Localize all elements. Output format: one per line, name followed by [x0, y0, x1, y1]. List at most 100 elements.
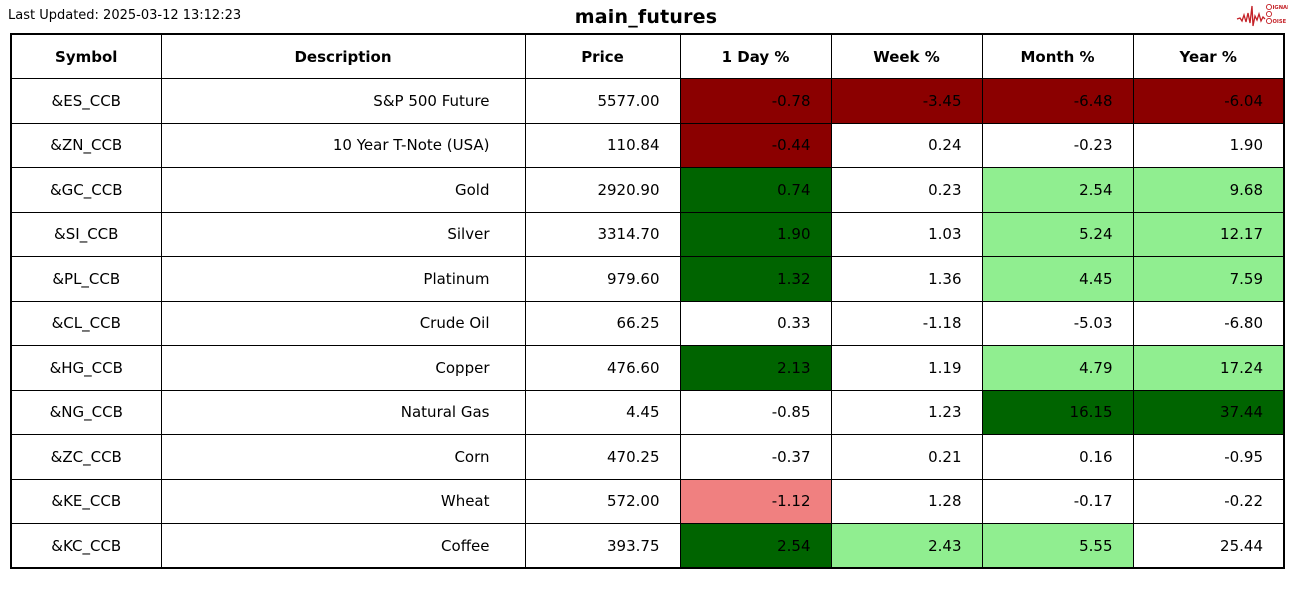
- week-pct-cell: 1.28: [830, 478, 983, 524]
- week-pct-cell: 1.03: [830, 211, 983, 257]
- week-pct-cell: 0.24: [830, 122, 983, 168]
- year-pct-cell: -0.22: [1132, 478, 1285, 524]
- top-bar: Last Updated: 2025-03-12 13:12:23 main_f…: [0, 0, 1292, 33]
- symbol-cell: &KC_CCB: [10, 523, 162, 569]
- page-title: main_futures: [574, 6, 718, 28]
- price-cell: 4.45: [524, 389, 681, 435]
- column-header-symbol: Symbol: [10, 33, 162, 79]
- price-cell: 470.25: [524, 434, 681, 480]
- description-cell: Crude Oil: [160, 300, 526, 346]
- ecg-waveform-icon: IGNAL OISE: [1236, 3, 1289, 27]
- month-pct-cell: 2.54: [981, 167, 1134, 213]
- price-cell: 2920.90: [524, 167, 681, 213]
- symbol-cell: &ZC_CCB: [10, 434, 162, 480]
- column-header-year-: Year %: [1132, 33, 1285, 79]
- symbol-cell: &SI_CCB: [10, 211, 162, 257]
- month-pct-cell: 0.16: [981, 434, 1134, 480]
- last-updated-label: Last Updated: 2025-03-12 13:12:23: [8, 8, 242, 23]
- description-cell: Natural Gas: [160, 389, 526, 435]
- week-pct-cell: 0.23: [830, 167, 983, 213]
- logo-text-noise: OISE: [1273, 19, 1287, 25]
- price-cell: 3314.70: [524, 211, 681, 257]
- table-row: &ES_CCB S&P 500 Future 5577.00 -0.78 -3.45 -6…: [10, 78, 1285, 124]
- price-cell: 66.25: [524, 300, 681, 346]
- symbol-cell: &CL_CCB: [10, 300, 162, 346]
- week-pct-cell: 1.36: [830, 256, 983, 302]
- year-pct-cell: 1.90: [1132, 122, 1285, 168]
- year-pct-cell: 7.59: [1132, 256, 1285, 302]
- description-cell: 10 Year T-Note (USA): [160, 122, 526, 168]
- month-pct-cell: 4.79: [981, 345, 1134, 391]
- year-pct-cell: 17.24: [1132, 345, 1285, 391]
- table-row: &KC_CCB Coffee 393.75 2.54 2.43 5.55 25.44: [10, 523, 1285, 569]
- symbol-cell: &HG_CCB: [10, 345, 162, 391]
- year-pct-cell: 25.44: [1132, 523, 1285, 569]
- week-pct-cell: 1.19: [830, 345, 983, 391]
- month-pct-cell: 5.24: [981, 211, 1134, 257]
- description-cell: Platinum: [160, 256, 526, 302]
- logo-text-signal: IGNAL: [1273, 5, 1289, 11]
- day-pct-cell: 2.54: [679, 523, 832, 569]
- table-row: &SI_CCB Silver 3314.70 1.90 1.03 5.24 12.17: [10, 211, 1285, 257]
- column-header-description: Description: [160, 33, 526, 79]
- day-pct-cell: 0.33: [679, 300, 832, 346]
- week-pct-cell: -1.18: [830, 300, 983, 346]
- description-cell: Coffee: [160, 523, 526, 569]
- day-pct-cell: 1.90: [679, 211, 832, 257]
- table-row: &KE_CCB Wheat 572.00 -1.12 1.28 -0.17 -0.22: [10, 478, 1285, 524]
- table-row: &NG_CCB Natural Gas 4.45 -0.85 1.23 16.15 37.4…: [10, 389, 1285, 435]
- description-cell: S&P 500 Future: [160, 78, 526, 124]
- description-cell: Copper: [160, 345, 526, 391]
- column-header-week-: Week %: [830, 33, 983, 79]
- day-pct-cell: -1.12: [679, 478, 832, 524]
- week-pct-cell: -3.45: [830, 78, 983, 124]
- price-cell: 5577.00: [524, 78, 681, 124]
- symbol-cell: &PL_CCB: [10, 256, 162, 302]
- symbol-cell: &KE_CCB: [10, 478, 162, 524]
- year-pct-cell: 9.68: [1132, 167, 1285, 213]
- year-pct-cell: -6.80: [1132, 300, 1285, 346]
- year-pct-cell: -6.04: [1132, 78, 1285, 124]
- month-pct-cell: 16.15: [981, 389, 1134, 435]
- symbol-cell: &GC_CCB: [10, 167, 162, 213]
- year-pct-cell: 12.17: [1132, 211, 1285, 257]
- description-cell: Gold: [160, 167, 526, 213]
- symbol-cell: &ZN_CCB: [10, 122, 162, 168]
- price-cell: 572.00: [524, 478, 681, 524]
- month-pct-cell: 4.45: [981, 256, 1134, 302]
- column-header-month-: Month %: [981, 33, 1134, 79]
- week-pct-cell: 2.43: [830, 523, 983, 569]
- description-cell: Silver: [160, 211, 526, 257]
- description-cell: Wheat: [160, 478, 526, 524]
- table-row: &ZC_CCB Corn 470.25 -0.37 0.21 0.16 -0.95: [10, 434, 1285, 480]
- month-pct-cell: -0.17: [981, 478, 1134, 524]
- table-row: &HG_CCB Copper 476.60 2.13 1.19 4.79 17.24: [10, 345, 1285, 391]
- month-pct-cell: -5.03: [981, 300, 1134, 346]
- day-pct-cell: -0.78: [679, 78, 832, 124]
- table-row: &GC_CCB Gold 2920.90 0.74 0.23 2.54 9.68: [10, 167, 1285, 213]
- table-header-row: Symbol Description Price 1 Day % Week % Month…: [10, 33, 1285, 79]
- week-pct-cell: 1.23: [830, 389, 983, 435]
- day-pct-cell: 1.32: [679, 256, 832, 302]
- description-cell: Corn: [160, 434, 526, 480]
- month-pct-cell: -6.48: [981, 78, 1134, 124]
- price-cell: 979.60: [524, 256, 681, 302]
- day-pct-cell: -0.37: [679, 434, 832, 480]
- day-pct-cell: -0.44: [679, 122, 832, 168]
- year-pct-cell: -0.95: [1132, 434, 1285, 480]
- month-pct-cell: 5.55: [981, 523, 1134, 569]
- price-cell: 476.60: [524, 345, 681, 391]
- column-header-1-day-: 1 Day %: [679, 33, 832, 79]
- table-row: &PL_CCB Platinum 979.60 1.32 1.36 4.45 7.59: [10, 256, 1285, 302]
- year-pct-cell: 37.44: [1132, 389, 1285, 435]
- symbol-cell: &ES_CCB: [10, 78, 162, 124]
- week-pct-cell: 0.21: [830, 434, 983, 480]
- day-pct-cell: 2.13: [679, 345, 832, 391]
- price-cell: 393.75: [524, 523, 681, 569]
- futures-table: Symbol Description Price 1 Day % Week % Month…: [10, 33, 1285, 569]
- day-pct-cell: -0.85: [679, 389, 832, 435]
- symbol-cell: &NG_CCB: [10, 389, 162, 435]
- table-row: &CL_CCB Crude Oil 66.25 0.33 -1.18 -5.03 -6.80: [10, 300, 1285, 346]
- futures-table-body: &ES_CCB S&P 500 Future 5577.00 -0.78 -3.45 -6…: [10, 78, 1285, 569]
- month-pct-cell: -0.23: [981, 122, 1134, 168]
